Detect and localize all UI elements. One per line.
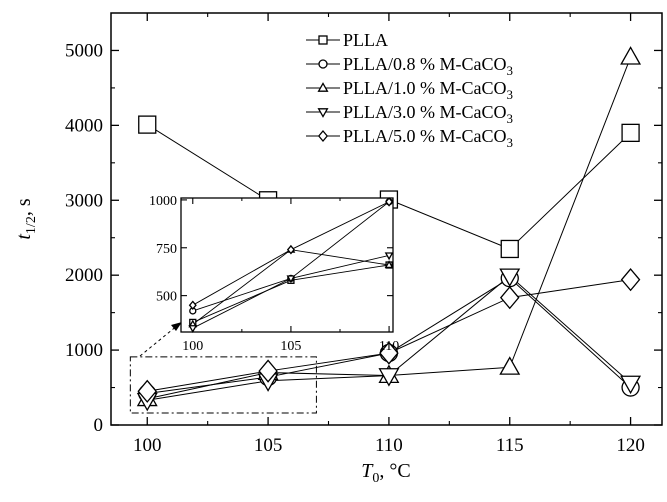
data-point-triangle-up: [499, 356, 521, 375]
x-tick-label: 110: [375, 435, 403, 456]
y-axis-title: t1/2, s: [13, 198, 39, 239]
data-point-triangle-down: [378, 368, 400, 387]
legend-label: PLLA/0.8 % M-CaCO3: [343, 54, 513, 78]
x-tick-label: 120: [616, 435, 645, 456]
y-tick-label: 4000: [65, 115, 103, 136]
inset-x-tick-label: 105: [280, 339, 301, 354]
inset-data-point-triangle-up: [384, 260, 394, 269]
x-tick-label: 115: [496, 435, 524, 456]
zoom-arrow-head: [171, 322, 182, 331]
legend-marker-square: [318, 35, 328, 45]
data-point-square: [621, 123, 640, 143]
inset-data-point-triangle-down: [188, 325, 198, 333]
inset-x-tick-label: 100: [182, 339, 203, 354]
y-tick-label: 5000: [65, 40, 103, 61]
main-plot-area: 100 105 110 115 120 0 1000 2000 3000 4000 5000: [65, 12, 663, 456]
legend-marker-circle: [318, 59, 328, 69]
data-point-square: [138, 115, 157, 134]
data-point-triangle-down: [499, 268, 521, 288]
inset-data-point-diamond: [286, 244, 295, 255]
zoom-region-box: [129, 356, 317, 414]
data-point-diamond: [137, 379, 158, 403]
data-point-square: [500, 239, 519, 259]
inset-data-point-diamond: [385, 197, 394, 207]
y-tick-label: 0: [94, 415, 104, 436]
data-point-diamond: [620, 268, 641, 292]
y-tick-label: 1000: [65, 340, 103, 361]
axis-titles: T0, °C t1/2, s: [13, 198, 411, 486]
inset-data-point-triangle-down: [384, 252, 394, 261]
data-point-diamond: [379, 341, 399, 365]
legend-label: PLLA/3.0 % M-CaCO3: [343, 102, 513, 126]
plot-frame: [110, 12, 663, 426]
x-tick-label: 100: [133, 435, 162, 456]
inset-x-tick-label: 110: [379, 339, 399, 354]
legend-label: PLLA/1.0 % M-CaCO3: [343, 78, 513, 102]
legend-marker-diamond: [317, 129, 329, 143]
x-tick-label: 105: [254, 435, 283, 456]
legend-marker-triangle-down: [317, 108, 329, 118]
inset-plot: 100 105 110 500 750 1000: [149, 194, 399, 354]
y-tick-label: 2000: [65, 265, 103, 286]
legend-label: PLLA: [343, 30, 388, 50]
x-axis-title: T0, °C: [361, 460, 410, 486]
data-point-diamond: [499, 286, 520, 310]
inset-y-tick-label: 500: [156, 290, 177, 305]
inset-frame: [180, 197, 394, 333]
data-point-triangle-up: [620, 46, 642, 65]
inset-y-tick-label: 1000: [149, 194, 177, 209]
data-point-triangle-down: [620, 375, 642, 395]
legend-marker-triangle-up: [317, 82, 329, 92]
zoom-arrow-line: [139, 324, 179, 357]
inset-y-tick-label: 750: [156, 242, 177, 257]
data-point-diamond: [258, 359, 278, 383]
legend-label: PLLA/5.0 % M-CaCO3: [343, 126, 513, 150]
y-tick-label: 3000: [65, 190, 103, 211]
inset-data-point-triangle-down: [286, 275, 296, 284]
inset-data-point-diamond: [188, 300, 197, 310]
